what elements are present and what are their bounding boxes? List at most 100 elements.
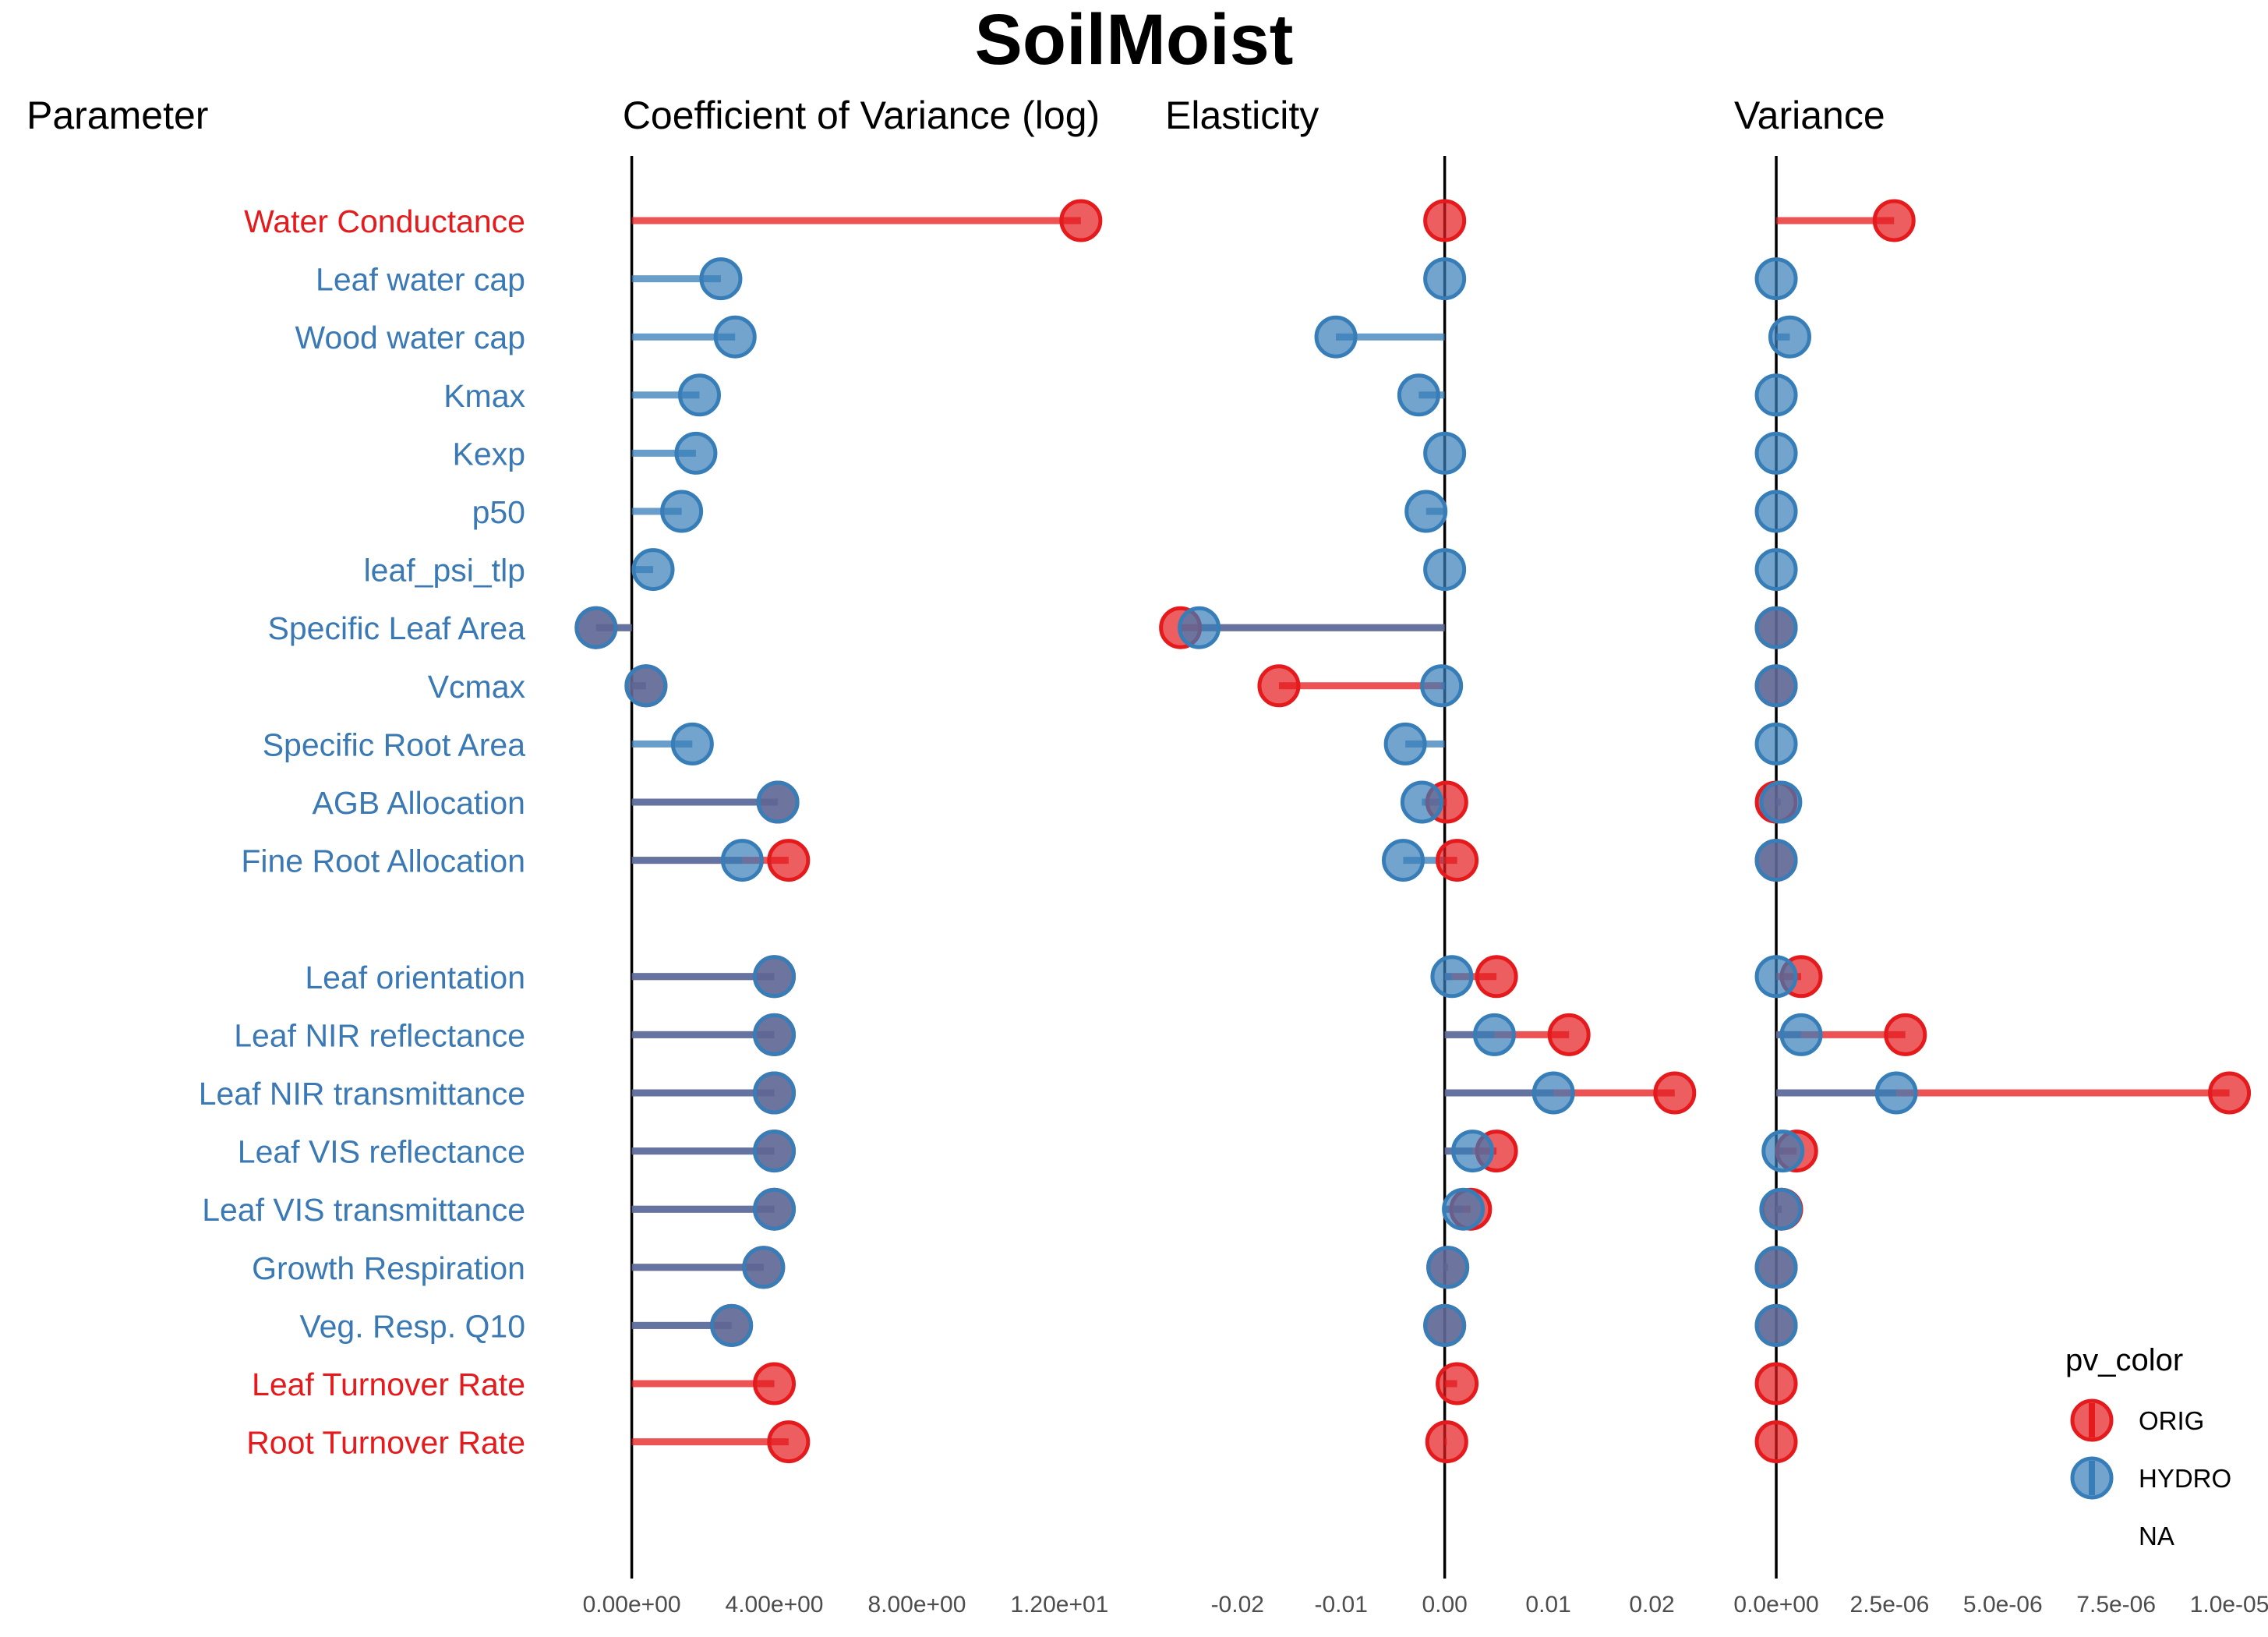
param-label-fine-root-allocation: Fine Root Allocation bbox=[241, 843, 525, 879]
param-label-veg-resp-q10: Veg. Resp. Q10 bbox=[300, 1308, 525, 1344]
hydro-point bbox=[1383, 722, 1427, 765]
hydro-point bbox=[1874, 1071, 1918, 1115]
hydro-point bbox=[1759, 780, 1803, 824]
hydro-point bbox=[1754, 955, 1798, 999]
hydro-point bbox=[1754, 548, 1798, 592]
orig-point bbox=[1475, 955, 1518, 999]
hydro-point bbox=[1754, 1303, 1798, 1347]
chart-title: SoilMoist bbox=[975, 0, 1294, 80]
hydro-point bbox=[1397, 373, 1440, 417]
orig-point bbox=[1872, 199, 1916, 242]
param-label-leaf-orientation: Leaf orientation bbox=[305, 960, 525, 995]
panel-1-tick-label: 0.01 bbox=[1525, 1592, 1570, 1618]
orig-point bbox=[1754, 1420, 1798, 1464]
orig-point bbox=[753, 1362, 797, 1405]
hydro-point bbox=[713, 315, 757, 359]
legend-title: pv_color bbox=[2065, 1343, 2183, 1377]
panel-1-tick-label: -0.02 bbox=[1211, 1592, 1264, 1618]
hydro-point bbox=[720, 839, 764, 882]
hydro-point bbox=[753, 1130, 797, 1173]
hydro-point bbox=[1531, 1071, 1575, 1115]
hydro-point bbox=[753, 955, 797, 999]
hydro-point bbox=[670, 722, 714, 765]
param-label-leaf-turnover-rate: Leaf Turnover Rate bbox=[252, 1367, 525, 1402]
panel-2-tick-label: 0.0e+00 bbox=[1733, 1592, 1818, 1618]
hydro-point bbox=[1754, 373, 1798, 417]
param-label-leaf-nir-reflectance: Leaf NIR reflectance bbox=[234, 1017, 525, 1053]
panel-2-tick-label: 1.0e-05 bbox=[2190, 1592, 2268, 1618]
legend-entry-orig: ORIG bbox=[2070, 1398, 2204, 1442]
panel-2-tick-label: 7.5e-06 bbox=[2076, 1592, 2156, 1618]
hydro-point bbox=[1779, 1013, 1823, 1056]
legend-label-na: NA bbox=[2139, 1522, 2174, 1550]
hydro-point bbox=[1430, 955, 1474, 999]
panel-header-elasticity: Elasticity bbox=[1165, 94, 1319, 137]
legend-label-hydro: HYDRO bbox=[2139, 1464, 2231, 1493]
panel-2: 0.0e+00 2.5e-06 5.0e-06 7.5e-06 1.0e-05 bbox=[1733, 156, 2268, 1618]
param-label-specific-root-area: Specific Root Area bbox=[263, 727, 525, 762]
hydro-point bbox=[1754, 431, 1798, 475]
orig-point bbox=[1059, 199, 1103, 242]
orig-point bbox=[2208, 1071, 2252, 1115]
hydro-point bbox=[624, 664, 668, 708]
hydro-point bbox=[674, 431, 718, 475]
orig-point bbox=[767, 1420, 811, 1464]
panel-1: -0.02 -0.01 0.00 0.01 0.02 bbox=[1159, 156, 1697, 1618]
legend-entry-hydro: HYDRO bbox=[2070, 1456, 2231, 1500]
hydro-point bbox=[1404, 490, 1448, 533]
hydro-point bbox=[660, 490, 704, 533]
hydro-point bbox=[1381, 839, 1425, 882]
param-label-wood-water-cap: Wood water cap bbox=[295, 320, 525, 355]
hydro-point bbox=[1426, 1246, 1470, 1289]
hydro-point bbox=[1754, 490, 1798, 533]
param-label-vcmax: Vcmax bbox=[428, 669, 526, 705]
orig-point bbox=[1423, 199, 1467, 242]
hydro-point bbox=[1423, 548, 1467, 592]
hydro-point bbox=[1423, 1303, 1467, 1347]
orig-point bbox=[1436, 839, 1479, 882]
param-label-kmax: Kmax bbox=[443, 378, 525, 414]
param-label-growth-respiration: Growth Respiration bbox=[252, 1250, 525, 1286]
panel-1-tick-label: -0.01 bbox=[1315, 1592, 1368, 1618]
hydro-point bbox=[1768, 315, 1811, 359]
hydro-point bbox=[699, 257, 743, 301]
hydro-point bbox=[1314, 315, 1358, 359]
hydro-point bbox=[753, 1071, 797, 1115]
hydro-point bbox=[1759, 1187, 1803, 1231]
orig-point bbox=[767, 839, 811, 882]
hydro-point bbox=[1472, 1013, 1516, 1056]
hydro-point bbox=[753, 1013, 797, 1056]
parameter-labels: Water Conductance Leaf water cap Wood wate… bbox=[199, 203, 526, 1461]
orig-point bbox=[1884, 1013, 1927, 1056]
hydro-point bbox=[1178, 606, 1221, 649]
panel-header-variance: Variance bbox=[1734, 94, 1885, 137]
hydro-point bbox=[1754, 1246, 1798, 1289]
orig-point bbox=[1653, 1071, 1697, 1115]
hydro-point bbox=[1442, 1187, 1486, 1231]
orig-point bbox=[1436, 1362, 1479, 1405]
parameter-header: Parameter bbox=[26, 94, 208, 137]
orig-point bbox=[1425, 1420, 1468, 1464]
param-label-leaf-psi-tlp: leaf_psi_tlp bbox=[364, 553, 525, 589]
orig-point bbox=[1754, 1362, 1798, 1405]
hydro-point bbox=[756, 780, 800, 824]
hydro-point bbox=[1423, 257, 1467, 301]
hydro-point bbox=[1754, 664, 1798, 708]
hydro-point bbox=[1451, 1130, 1495, 1173]
param-label-leaf-vis-transmittance: Leaf VIS transmittance bbox=[202, 1192, 525, 1228]
chart-panels: 0.00e+00 4.00e+00 8.00e+00 1.20e+01 -0.02 -0.… bbox=[574, 156, 2268, 1618]
hydro-point bbox=[677, 373, 721, 417]
param-label-root-turnover-rate: Root Turnover Rate bbox=[246, 1425, 525, 1461]
panel-0-tick-label: 1.20e+01 bbox=[1010, 1592, 1108, 1618]
param-label-leaf-water-cap: Leaf water cap bbox=[316, 262, 525, 298]
panel-2-tick-label: 5.0e-06 bbox=[1963, 1592, 2043, 1618]
hydro-point bbox=[1754, 606, 1798, 649]
panel-0-tick-label: 4.00e+00 bbox=[726, 1592, 824, 1618]
param-label-leaf-vis-reflectance: Leaf VIS reflectance bbox=[238, 1134, 525, 1170]
hydro-point bbox=[710, 1303, 754, 1347]
hydro-point bbox=[1754, 257, 1798, 301]
orig-point bbox=[1547, 1013, 1591, 1056]
hydro-point bbox=[1754, 839, 1798, 882]
panel-2-tick-label: 2.5e-06 bbox=[1850, 1592, 1930, 1618]
